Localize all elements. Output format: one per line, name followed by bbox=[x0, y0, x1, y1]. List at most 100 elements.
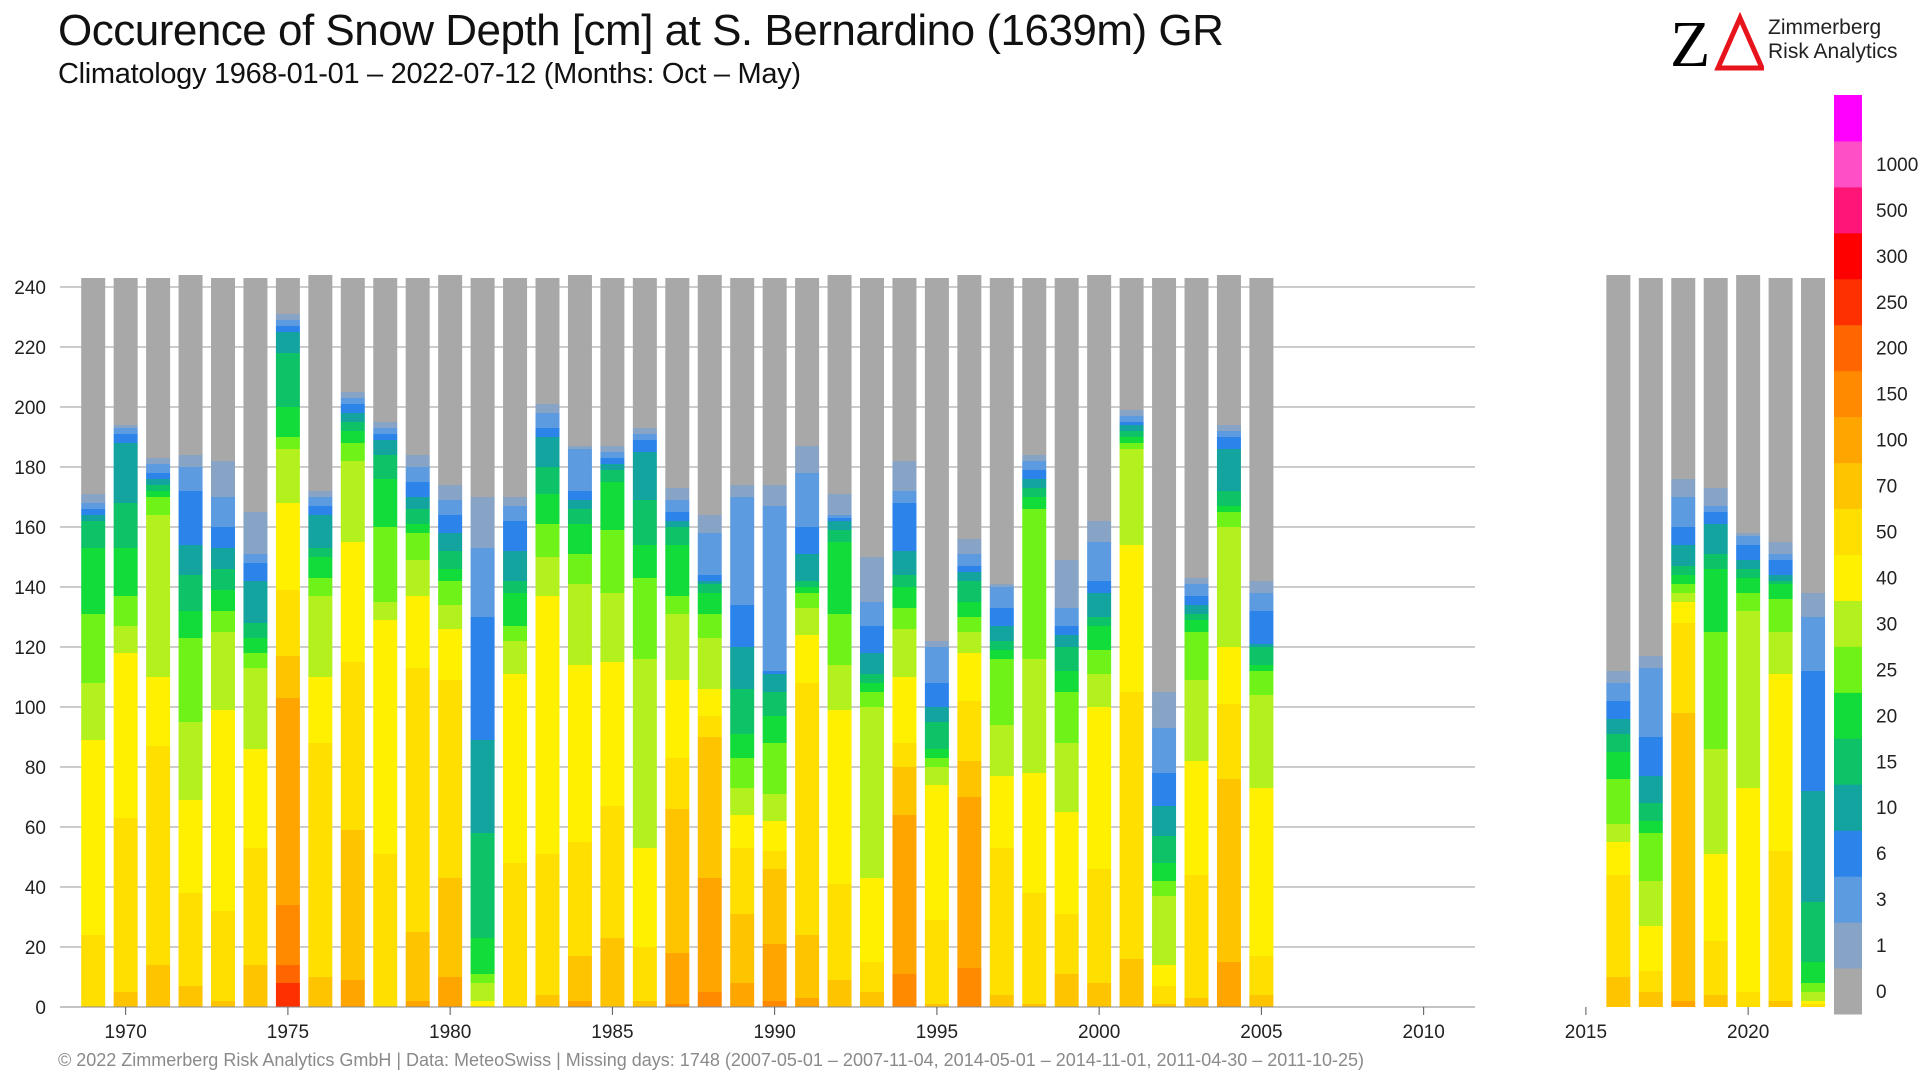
legend-label: 25 bbox=[1876, 660, 1897, 681]
legend-swatch bbox=[1834, 830, 1862, 877]
bar-segment bbox=[470, 983, 495, 1001]
bar-segment bbox=[1152, 806, 1177, 836]
bar-segment bbox=[1119, 425, 1144, 431]
bar-segment bbox=[1801, 617, 1826, 671]
bar-segment-zero bbox=[665, 278, 690, 488]
bar-segment bbox=[795, 581, 820, 587]
bar-segment bbox=[1184, 584, 1209, 596]
y-tick-label: 40 bbox=[25, 878, 46, 899]
season-bar-1997 bbox=[989, 278, 1014, 1007]
bar-segment bbox=[827, 710, 852, 884]
bar-segment bbox=[470, 833, 495, 938]
x-tick-label: 1975 bbox=[267, 1022, 309, 1043]
season-bar-2004 bbox=[1216, 275, 1241, 1007]
bar-segment bbox=[503, 521, 528, 551]
bar-segment bbox=[1119, 410, 1144, 416]
legend-label: 1000 bbox=[1876, 155, 1918, 176]
bar-segment bbox=[795, 587, 820, 593]
bar-segment bbox=[243, 581, 268, 623]
bar-segment bbox=[860, 683, 884, 692]
bar-segment bbox=[535, 428, 560, 437]
bar-segment bbox=[1119, 692, 1144, 959]
bar-segment bbox=[535, 557, 560, 596]
bar-segment bbox=[989, 587, 1014, 608]
bar-segment bbox=[860, 992, 884, 1007]
bar-segment bbox=[924, 707, 949, 722]
bar-segment bbox=[1184, 620, 1209, 632]
bar-segment bbox=[275, 983, 300, 1007]
bar-segment bbox=[146, 497, 171, 515]
bar-segment bbox=[1022, 488, 1047, 497]
bar-segment bbox=[892, 575, 917, 587]
bar-segment bbox=[1801, 671, 1826, 791]
season-bar-1983 bbox=[535, 278, 560, 1007]
season-bar-1981 bbox=[470, 278, 495, 1007]
bar-segment bbox=[1638, 833, 1663, 881]
bar-segment bbox=[665, 545, 690, 596]
bar-segment bbox=[989, 725, 1014, 776]
bar-segment bbox=[632, 578, 657, 659]
bar-segment bbox=[989, 641, 1014, 650]
bar-segment bbox=[600, 806, 625, 938]
bar-segment bbox=[405, 467, 430, 482]
bar-segment bbox=[1606, 683, 1631, 701]
bar-segment bbox=[438, 581, 463, 605]
bar-segment bbox=[730, 983, 755, 1007]
bar-segment bbox=[827, 494, 852, 515]
bar-segment bbox=[957, 701, 982, 761]
bar-segment bbox=[275, 437, 300, 449]
bar-segment bbox=[665, 488, 690, 500]
bar-segment bbox=[1022, 509, 1047, 659]
bar-segment bbox=[1736, 536, 1761, 545]
bar-segment bbox=[924, 785, 949, 920]
bar-segment bbox=[340, 392, 365, 398]
bar-segment bbox=[1087, 650, 1112, 674]
bar-segment bbox=[1703, 569, 1728, 632]
bar-segment bbox=[1638, 881, 1663, 926]
bar-segment-zero bbox=[1184, 278, 1209, 578]
bar-segment bbox=[795, 527, 820, 554]
bar-segment bbox=[1022, 479, 1047, 488]
season-bar-2003 bbox=[1184, 278, 1209, 1007]
bar-segment bbox=[113, 548, 138, 596]
x-tick-label: 2015 bbox=[1565, 1022, 1607, 1043]
bar-segment bbox=[438, 680, 463, 878]
bar-segment bbox=[892, 503, 917, 551]
bar-segment bbox=[600, 593, 625, 662]
season-bar-1976 bbox=[308, 275, 333, 1007]
bar-segment bbox=[600, 530, 625, 593]
bar-segment bbox=[989, 776, 1014, 848]
bar-segment bbox=[438, 485, 463, 500]
bar-segment bbox=[1184, 875, 1209, 998]
bar-segment bbox=[762, 716, 787, 743]
bar-segment bbox=[1703, 995, 1728, 1007]
bar-segment bbox=[989, 584, 1014, 587]
bar-segment-zero bbox=[827, 275, 852, 494]
season-bar-2016 bbox=[1606, 275, 1631, 1007]
bar-segment bbox=[697, 593, 722, 614]
bar-segment bbox=[892, 551, 917, 575]
bar-segment bbox=[665, 527, 690, 545]
bar-segment bbox=[340, 431, 365, 443]
bar-segment bbox=[438, 500, 463, 515]
bar-segment bbox=[762, 485, 787, 506]
bar-segment bbox=[81, 494, 106, 503]
bar-segment bbox=[1184, 998, 1209, 1007]
bar-segment bbox=[632, 428, 657, 434]
y-tick-label: 180 bbox=[14, 458, 46, 479]
legend-swatch bbox=[1834, 968, 1862, 1015]
bar-segment bbox=[860, 557, 884, 602]
bar-segment bbox=[81, 521, 106, 548]
legend-label: 100 bbox=[1876, 431, 1908, 452]
bar-segment bbox=[924, 767, 949, 785]
season-bar-1994 bbox=[892, 278, 917, 1007]
y-tick-label: 120 bbox=[14, 638, 46, 659]
bar-segment bbox=[957, 566, 982, 572]
bar-segment bbox=[243, 848, 268, 965]
bar-segment bbox=[860, 878, 884, 962]
bar-segment bbox=[146, 746, 171, 965]
bar-segment bbox=[762, 506, 787, 671]
bar-segment bbox=[146, 965, 171, 1007]
season-bar-1970 bbox=[113, 278, 138, 1007]
bar-segment bbox=[470, 974, 495, 983]
